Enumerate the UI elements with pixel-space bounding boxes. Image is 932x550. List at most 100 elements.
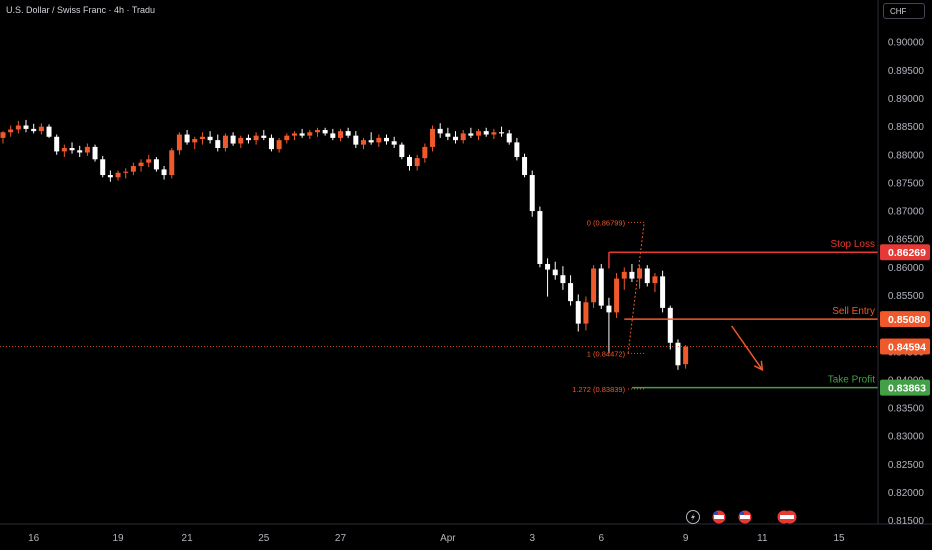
candle <box>107 170 113 182</box>
candle-body <box>468 133 474 136</box>
candle-body <box>491 132 497 135</box>
candle <box>184 130 190 145</box>
candle <box>238 135 244 149</box>
flag-canton <box>740 512 744 515</box>
candle-body <box>8 129 14 133</box>
candle <box>161 166 167 180</box>
candle-body <box>430 128 436 147</box>
events-row[interactable] <box>686 510 797 524</box>
candle-body <box>529 175 535 212</box>
candle-body <box>54 136 60 152</box>
price-axis[interactable]: 0.90000 0.89500 0.89000 0.88500 0.88000 0.875… <box>888 38 925 527</box>
candle-body <box>153 159 159 170</box>
fib-level-label: 1 (0.84472) <box>587 349 626 358</box>
price-tick-label: 0.81500 <box>888 516 925 527</box>
fib-trend-line[interactable] <box>627 222 645 354</box>
candle-body <box>176 134 182 151</box>
candle-body <box>322 130 328 134</box>
projection-arrow[interactable] <box>731 325 763 371</box>
candle-body <box>391 141 397 145</box>
flag-stripe <box>740 515 750 519</box>
time-tick-label: 21 <box>182 533 194 544</box>
candle <box>468 127 474 138</box>
candle <box>153 157 159 172</box>
candle <box>629 263 635 282</box>
candle-body <box>123 171 129 173</box>
candle-body <box>69 148 75 151</box>
currency-button[interactable]: CHF <box>883 3 925 19</box>
candle <box>568 275 574 306</box>
candle <box>460 130 466 144</box>
candle-body <box>230 135 236 144</box>
candle-body <box>606 305 612 313</box>
candle-body <box>637 268 643 279</box>
time-tick-label: 11 <box>757 533 768 544</box>
price-tick-label: 0.87000 <box>888 207 925 218</box>
candle <box>445 127 451 141</box>
candle <box>0 131 6 144</box>
candle-body <box>368 140 374 143</box>
candle <box>268 134 274 152</box>
candle-body <box>138 162 144 167</box>
candle-body <box>192 139 198 143</box>
price-tick-label: 0.90000 <box>888 38 925 49</box>
us-flag-icon[interactable] <box>712 510 726 524</box>
candle-body <box>598 268 604 306</box>
price-tick-label: 0.89000 <box>888 94 925 105</box>
us-flag-icon[interactable] <box>738 510 752 524</box>
time-axis[interactable]: 16 19 21 25 27 Apr 3 6 9 11 15 <box>28 533 845 544</box>
candle <box>176 132 182 155</box>
candle-body <box>337 131 343 138</box>
candle-body <box>184 134 190 143</box>
candle-body <box>614 278 620 313</box>
price-tick-label: 0.82500 <box>888 460 925 471</box>
candle <box>621 267 627 290</box>
candle <box>560 266 566 290</box>
candle-body <box>568 283 574 302</box>
candle-body <box>483 131 489 135</box>
candle-body <box>460 133 466 141</box>
candle-body <box>291 133 297 136</box>
candle <box>61 144 67 158</box>
candle <box>376 134 382 147</box>
candle <box>583 296 589 331</box>
time-tick-label: 16 <box>28 533 40 544</box>
candle-body <box>575 301 581 324</box>
lightning-icon[interactable] <box>686 510 700 524</box>
flag-canton <box>714 512 718 515</box>
candle-body <box>560 275 566 284</box>
candle-body <box>92 146 98 160</box>
candle <box>637 265 643 289</box>
candle-body <box>353 135 359 145</box>
candle-body <box>445 133 451 137</box>
candle-body <box>161 169 167 176</box>
candle-body <box>621 271 627 279</box>
candle-body <box>422 146 428 159</box>
candle <box>529 170 535 217</box>
candle-body <box>644 268 650 284</box>
candle <box>545 258 551 297</box>
candle <box>38 123 44 135</box>
drawings-layer[interactable]: Stop Loss Sell Entry Take Profit 0 (0.86799… <box>0 218 878 394</box>
sell-entry-label: Sell Entry <box>832 306 875 317</box>
time-tick-label: 3 <box>529 533 535 544</box>
candle-body <box>107 175 113 178</box>
price-tick-label: 0.86500 <box>888 235 925 246</box>
candle <box>307 130 313 140</box>
candle-body <box>130 166 136 172</box>
candle <box>192 136 198 150</box>
candle-body <box>660 276 666 308</box>
us-flag-pair-icon[interactable] <box>777 510 797 524</box>
candle <box>276 137 282 153</box>
candle-body <box>38 126 44 132</box>
candle-body <box>84 146 90 153</box>
symbol-title: U.S. Dollar / Swiss Franc · 4h · Tradu <box>6 5 156 15</box>
candle <box>522 153 528 178</box>
candle <box>353 131 359 149</box>
sell-entry-price-badge-text: 0.85080 <box>888 314 926 326</box>
flag-stripe <box>714 515 724 519</box>
price-tick-label: 0.89500 <box>888 66 925 77</box>
candle <box>384 134 389 145</box>
candle <box>291 131 297 141</box>
